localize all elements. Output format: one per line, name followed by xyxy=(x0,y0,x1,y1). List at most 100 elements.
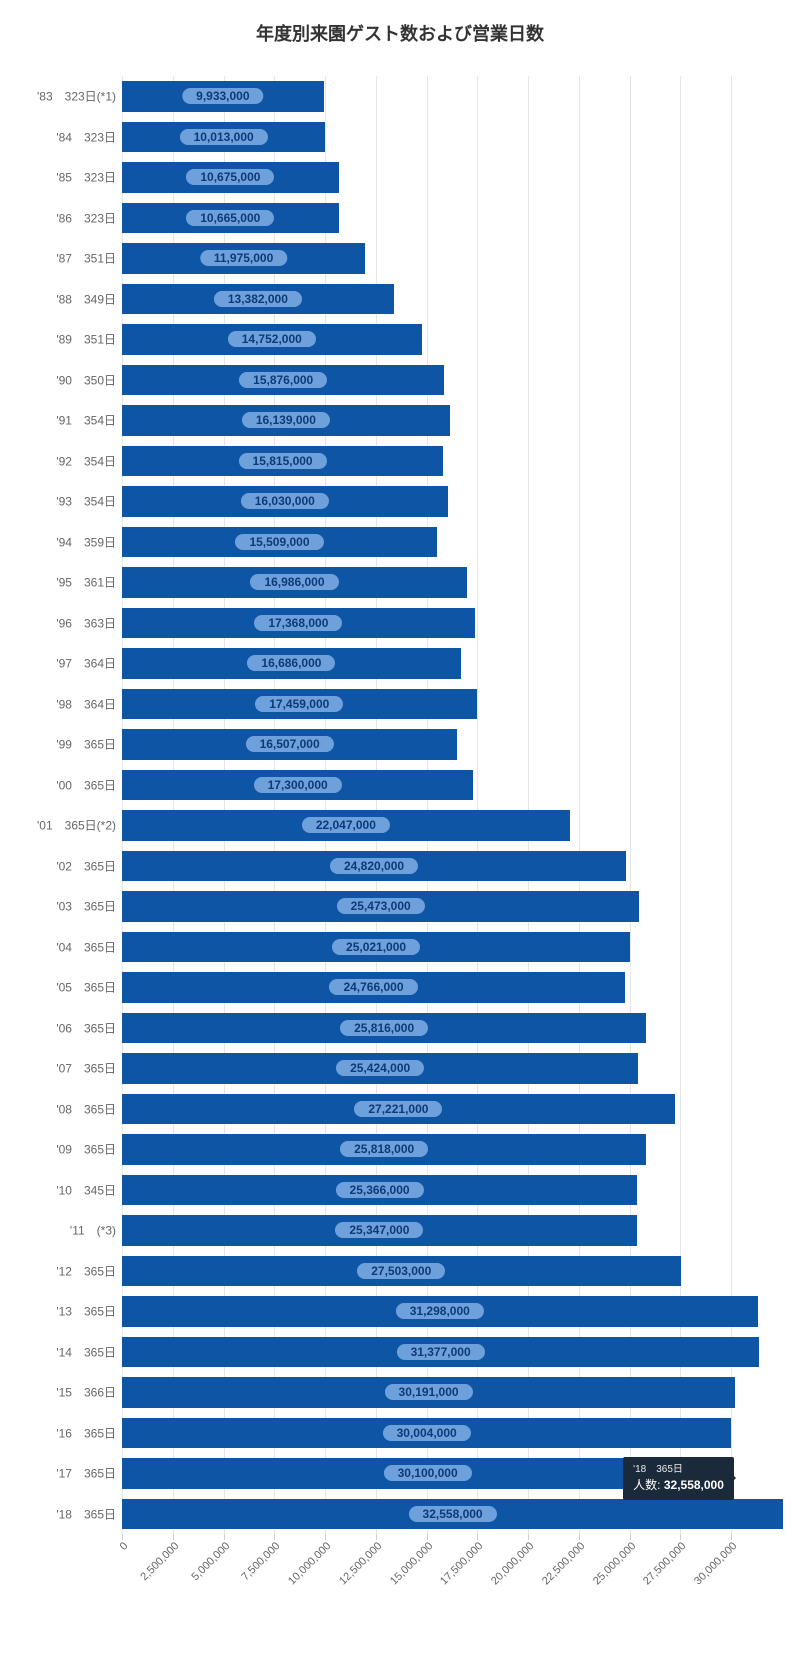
bar[interactable]: 27,221,000 xyxy=(122,1094,675,1125)
value-badge: 25,021,000 xyxy=(332,939,420,955)
bar-row: '03 365日25,473,000 xyxy=(122,886,782,927)
x-axis-label: 2,500,000 xyxy=(138,1540,181,1583)
x-axis-label: 20,000,000 xyxy=(489,1540,536,1587)
y-axis-label: '92 354日 xyxy=(12,452,122,469)
bar-row: '02 365日24,820,000 xyxy=(122,846,782,887)
x-tick xyxy=(477,1534,478,1540)
y-axis-label: '07 365日 xyxy=(12,1060,122,1077)
bar-row: '95 361日16,986,000 xyxy=(122,562,782,603)
bar[interactable]: 27,503,000 xyxy=(122,1256,681,1287)
bar[interactable]: 25,818,000 xyxy=(122,1134,646,1165)
bar-row: '92 354日15,815,000 xyxy=(122,441,782,482)
chart-title: 年度別来園ゲスト数および営業日数 xyxy=(10,20,790,46)
bar[interactable]: 10,013,000 xyxy=(122,122,325,153)
bar[interactable]: 32,558,000 xyxy=(122,1499,783,1530)
bar-row: '83 323日(*1)9,933,000 xyxy=(122,76,782,117)
bar[interactable]: 13,382,000 xyxy=(122,284,394,315)
bar[interactable]: 10,665,000 xyxy=(122,203,339,234)
x-tick xyxy=(528,1534,529,1540)
x-axis-label: 0 xyxy=(118,1540,131,1553)
value-badge: 27,221,000 xyxy=(354,1101,442,1117)
value-badge: 9,933,000 xyxy=(182,88,263,104)
bar-row: '90 350日15,876,000 xyxy=(122,360,782,401)
bar-row: '09 365日25,818,000 xyxy=(122,1129,782,1170)
y-axis-label: '91 354日 xyxy=(12,412,122,429)
y-axis-label: '86 323日 xyxy=(12,209,122,226)
bar[interactable]: 15,876,000 xyxy=(122,365,444,396)
value-badge: 25,424,000 xyxy=(336,1060,424,1076)
bar[interactable]: 31,298,000 xyxy=(122,1296,758,1327)
value-badge: 30,191,000 xyxy=(385,1384,473,1400)
bar[interactable]: 16,986,000 xyxy=(122,567,467,598)
bar[interactable]: 30,004,000 xyxy=(122,1418,731,1449)
x-axis-label: 22,500,000 xyxy=(540,1540,587,1587)
bar[interactable]: 17,459,000 xyxy=(122,689,477,720)
bar-row: '88 349日13,382,000 xyxy=(122,279,782,320)
bar-row: '08 365日27,221,000 xyxy=(122,1089,782,1130)
bar[interactable]: 17,368,000 xyxy=(122,608,475,639)
x-tick xyxy=(680,1534,681,1540)
y-axis-label: '99 365日 xyxy=(12,736,122,753)
x-tick xyxy=(731,1534,732,1540)
bar[interactable]: 16,507,000 xyxy=(122,729,457,760)
bar-row: '87 351日11,975,000 xyxy=(122,238,782,279)
bar-row: '96 363日17,368,000 xyxy=(122,603,782,644)
bar-row: '85 323日10,675,000 xyxy=(122,157,782,198)
bar[interactable]: 15,815,000 xyxy=(122,446,443,477)
x-axis-label: 7,500,000 xyxy=(240,1540,283,1583)
bar[interactable]: 9,933,000 xyxy=(122,81,324,112)
bar[interactable]: 25,424,000 xyxy=(122,1053,638,1084)
y-axis-label: '04 365日 xyxy=(12,938,122,955)
bar[interactable]: 25,473,000 xyxy=(122,891,639,922)
y-axis-label: '01 365日(*2) xyxy=(12,817,122,834)
bar-row: '00 365日17,300,000 xyxy=(122,765,782,806)
tooltip: '18 365日人数: 32,558,000 xyxy=(623,1457,734,1500)
y-axis-label: '18 365日 xyxy=(12,1505,122,1522)
bar-row: '12 365日27,503,000 xyxy=(122,1251,782,1292)
value-badge: 10,013,000 xyxy=(180,129,268,145)
bar-row: '05 365日24,766,000 xyxy=(122,967,782,1008)
bar[interactable]: 30,191,000 xyxy=(122,1377,735,1408)
y-axis-label: '89 351日 xyxy=(12,331,122,348)
bar-row: '11 (*3)25,347,000 xyxy=(122,1210,782,1251)
value-badge: 24,766,000 xyxy=(329,979,417,995)
y-axis-label: '93 354日 xyxy=(12,493,122,510)
bar[interactable]: 15,509,000 xyxy=(122,527,437,558)
value-badge: 16,030,000 xyxy=(241,493,329,509)
value-badge: 31,377,000 xyxy=(397,1344,485,1360)
bar[interactable]: 22,047,000 xyxy=(122,810,570,841)
y-axis-label: '16 365日 xyxy=(12,1424,122,1441)
value-badge: 22,047,000 xyxy=(302,817,390,833)
bar[interactable]: 16,139,000 xyxy=(122,405,450,436)
y-axis-label: '85 323日 xyxy=(12,169,122,186)
x-axis-label: 15,000,000 xyxy=(388,1540,435,1587)
x-axis-label: 10,000,000 xyxy=(286,1540,333,1587)
bar-row: '99 365日16,507,000 xyxy=(122,724,782,765)
value-badge: 16,686,000 xyxy=(247,655,335,671)
bar[interactable]: 14,752,000 xyxy=(122,324,422,355)
bar-row: '98 364日17,459,000 xyxy=(122,684,782,725)
bar[interactable]: 25,021,000 xyxy=(122,932,630,963)
bar[interactable]: 10,675,000 xyxy=(122,162,339,193)
y-axis-label: '10 345日 xyxy=(12,1181,122,1198)
bar[interactable]: 24,820,000 xyxy=(122,851,626,882)
bar[interactable]: 24,766,000 xyxy=(122,972,625,1003)
bar[interactable]: 16,030,000 xyxy=(122,486,448,517)
bar[interactable]: 31,377,000 xyxy=(122,1337,759,1368)
value-badge: 10,665,000 xyxy=(186,210,274,226)
bar-row: '14 365日31,377,000 xyxy=(122,1332,782,1373)
bar-row: '86 323日10,665,000 xyxy=(122,198,782,239)
y-axis-label: '17 365日 xyxy=(12,1465,122,1482)
y-axis-label: '13 365日 xyxy=(12,1303,122,1320)
bar[interactable]: 25,366,000 xyxy=(122,1175,637,1206)
y-axis-label: '84 323日 xyxy=(12,128,122,145)
bar[interactable]: 25,816,000 xyxy=(122,1013,646,1044)
bar[interactable]: 25,347,000 xyxy=(122,1215,637,1246)
bar[interactable]: 16,686,000 xyxy=(122,648,461,679)
value-badge: 11,975,000 xyxy=(200,250,287,266)
bar[interactable]: 17,300,000 xyxy=(122,770,473,801)
bar[interactable]: 11,975,000 xyxy=(122,243,365,274)
tooltip-line: 人数: 32,558,000 xyxy=(633,1477,724,1494)
value-badge: 10,675,000 xyxy=(186,169,274,185)
y-axis-label: '96 363日 xyxy=(12,614,122,631)
